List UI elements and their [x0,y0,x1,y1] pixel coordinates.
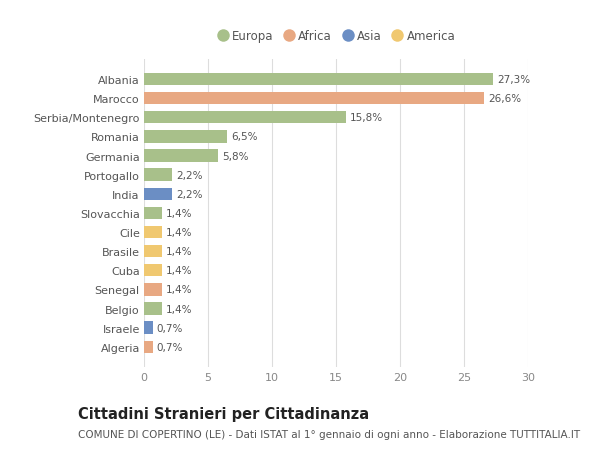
Bar [144,207,162,220]
Bar [144,246,162,258]
Bar [144,112,346,124]
Bar [144,302,162,315]
Text: 26,6%: 26,6% [488,94,521,104]
Text: 2,2%: 2,2% [176,170,203,180]
Text: 5,8%: 5,8% [222,151,248,161]
Bar [144,264,162,277]
Text: 1,4%: 1,4% [166,246,192,257]
Bar [144,188,172,201]
Text: COMUNE DI COPERTINO (LE) - Dati ISTAT al 1° gennaio di ogni anno - Elaborazione : COMUNE DI COPERTINO (LE) - Dati ISTAT al… [78,429,580,439]
Text: 1,4%: 1,4% [166,285,192,295]
Text: Cittadini Stranieri per Cittadinanza: Cittadini Stranieri per Cittadinanza [78,406,369,421]
Text: 1,4%: 1,4% [166,304,192,314]
Bar [144,226,162,239]
Text: 2,2%: 2,2% [176,190,203,199]
Bar [144,341,153,353]
Bar [144,131,227,143]
Text: 1,4%: 1,4% [166,266,192,276]
Bar [144,93,484,105]
Text: 1,4%: 1,4% [166,228,192,237]
Text: 0,7%: 0,7% [157,323,183,333]
Bar [144,73,493,86]
Text: 0,7%: 0,7% [157,342,183,352]
Text: 27,3%: 27,3% [497,75,530,85]
Text: 6,5%: 6,5% [231,132,257,142]
Bar [144,150,218,162]
Text: 1,4%: 1,4% [166,208,192,218]
Text: 15,8%: 15,8% [350,113,383,123]
Legend: Europa, Africa, Asia, America: Europa, Africa, Asia, America [212,26,460,48]
Bar [144,284,162,296]
Bar [144,169,172,181]
Bar [144,322,153,334]
